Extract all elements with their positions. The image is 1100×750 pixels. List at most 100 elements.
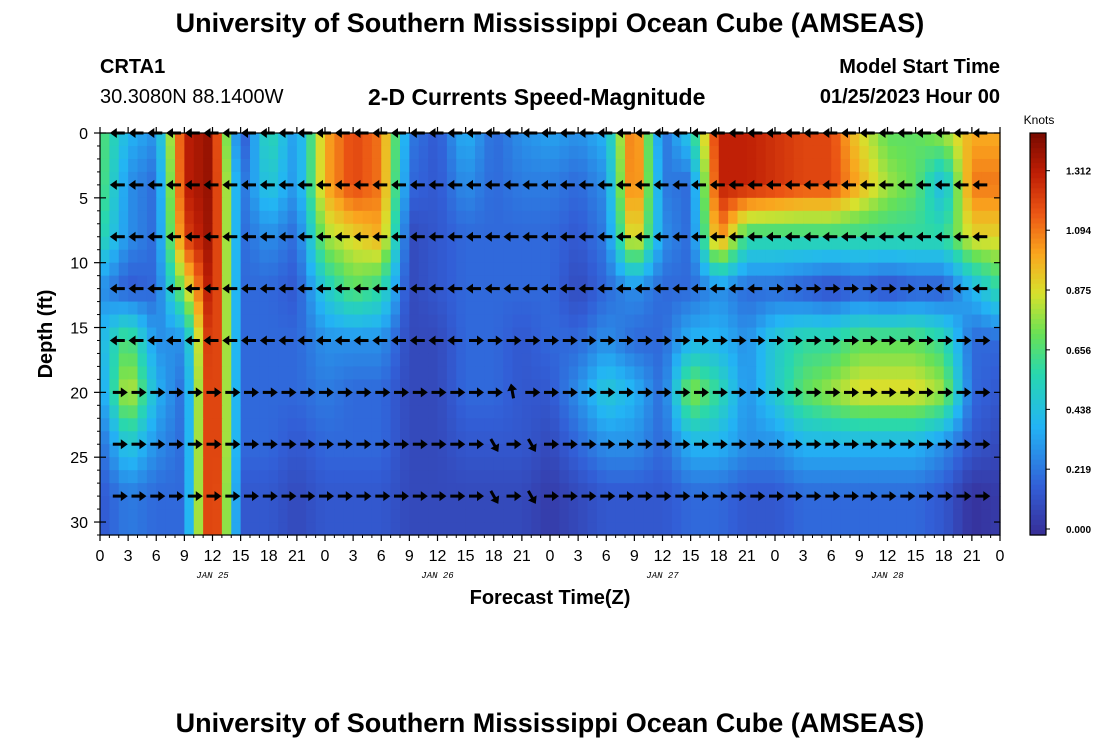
heatmap-cell — [690, 314, 701, 329]
y-tick-label: 25 — [70, 450, 88, 467]
heatmap-cell — [493, 236, 504, 251]
heatmap-cell — [221, 431, 232, 445]
heatmap-cell — [193, 353, 204, 368]
heatmap-cell — [409, 210, 420, 225]
heatmap-cell — [418, 418, 429, 432]
arrow-head — [766, 231, 773, 242]
arrow-head — [109, 335, 117, 346]
heatmap-cell — [278, 483, 289, 497]
heatmap-cell — [268, 249, 279, 264]
heatmap-cell — [503, 340, 514, 355]
arrow-head — [522, 283, 530, 294]
heatmap-cell — [896, 288, 907, 303]
arrow-head — [889, 439, 897, 450]
heatmap-cell — [334, 262, 345, 277]
heatmap-cell — [343, 340, 354, 355]
heatmap-cell — [643, 249, 654, 264]
arrow-head — [616, 283, 623, 294]
current-arrow — [353, 231, 369, 242]
heatmap-cell — [221, 210, 232, 225]
heatmap-cell — [175, 262, 185, 277]
heatmap-cell — [428, 418, 439, 432]
heatmap-cell — [343, 145, 354, 160]
heatmap-cell — [165, 249, 176, 264]
heatmap-cell — [728, 145, 739, 160]
x-tick-label: 6 — [152, 548, 161, 565]
heatmap-cell — [887, 184, 898, 199]
heatmap-cell — [625, 171, 635, 186]
heatmap-cell — [821, 470, 832, 484]
heatmap-cell — [175, 133, 185, 147]
current-arrow — [337, 491, 353, 502]
heatmap-cell — [990, 288, 1001, 303]
heatmap-cell — [371, 405, 382, 419]
heatmap-cell — [596, 288, 607, 303]
heatmap-cell — [981, 431, 992, 445]
heatmap-cell — [484, 405, 495, 419]
heatmap-cell — [437, 392, 448, 406]
heatmap-cell — [184, 262, 195, 277]
heatmap-cell — [634, 496, 645, 510]
heatmap-cell — [156, 522, 167, 536]
heatmap-cell — [615, 457, 626, 471]
arrow-head — [758, 439, 766, 450]
heatmap-cell — [962, 470, 973, 484]
arrow-head — [841, 179, 848, 190]
heatmap-cell — [475, 197, 485, 212]
heatmap-cell — [821, 457, 832, 471]
heatmap-cell — [578, 133, 589, 147]
heatmap-cell — [353, 249, 364, 264]
heatmap-cell — [493, 145, 504, 160]
heatmap-cell — [625, 353, 635, 368]
heatmap-cell — [156, 314, 167, 329]
heatmap-cell — [606, 340, 617, 355]
arrow-head — [428, 179, 436, 190]
heatmap-cell — [962, 444, 973, 458]
heatmap-cell — [296, 236, 307, 251]
heatmap-cell — [456, 418, 467, 432]
current-arrow — [375, 439, 391, 450]
heatmap-cell — [362, 444, 373, 458]
heatmap-cell — [175, 457, 185, 471]
heatmap-cell — [728, 301, 739, 316]
heatmap-cell — [821, 262, 832, 277]
heatmap-cell — [268, 483, 279, 497]
heatmap-cell — [371, 158, 382, 173]
heatmap-cell — [325, 405, 335, 419]
current-arrow — [409, 283, 425, 294]
current-arrow — [450, 439, 466, 450]
heatmap-cell — [296, 509, 307, 523]
current-arrow — [109, 231, 125, 242]
current-arrow — [578, 179, 594, 190]
heatmap-cell — [821, 171, 832, 186]
heatmap-cell — [540, 249, 551, 264]
heatmap-cell — [728, 509, 739, 523]
heatmap-cell — [409, 483, 420, 497]
heatmap-cell — [475, 327, 485, 342]
heatmap-cell — [512, 470, 523, 484]
heatmap-cell — [568, 392, 579, 406]
heatmap-cell — [231, 197, 242, 212]
arrow-head — [578, 231, 586, 242]
heatmap-cell — [625, 184, 635, 199]
current-arrow — [356, 491, 372, 502]
heatmap-cell — [100, 275, 110, 290]
heatmap-cell — [803, 197, 814, 212]
heatmap-cell — [325, 145, 335, 160]
heatmap-cell — [250, 457, 260, 471]
current-arrow — [619, 335, 634, 346]
heatmap-cell — [306, 418, 317, 432]
heatmap-cell — [756, 262, 767, 277]
heatmap-cell — [578, 392, 589, 406]
arrow-head — [927, 439, 934, 450]
heatmap-cell — [953, 223, 964, 238]
arrow-head — [109, 283, 117, 294]
heatmap-cell — [643, 418, 654, 432]
heatmap-cell — [175, 249, 185, 264]
heatmap-cell — [137, 249, 148, 264]
heatmap-cell — [493, 133, 504, 147]
heatmap-cell — [400, 444, 410, 458]
arrow-head — [364, 387, 372, 398]
heatmap-cell — [343, 210, 354, 225]
heatmap-cell — [925, 353, 935, 368]
